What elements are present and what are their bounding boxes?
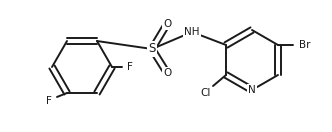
Text: F: F: [46, 96, 52, 106]
Text: N: N: [248, 85, 256, 95]
Text: O: O: [163, 19, 171, 29]
Text: O: O: [163, 68, 171, 78]
Text: S: S: [148, 43, 156, 55]
Text: NH: NH: [184, 27, 200, 37]
Text: F: F: [127, 62, 133, 72]
Text: Cl: Cl: [201, 88, 211, 98]
Text: Br: Br: [299, 40, 311, 50]
